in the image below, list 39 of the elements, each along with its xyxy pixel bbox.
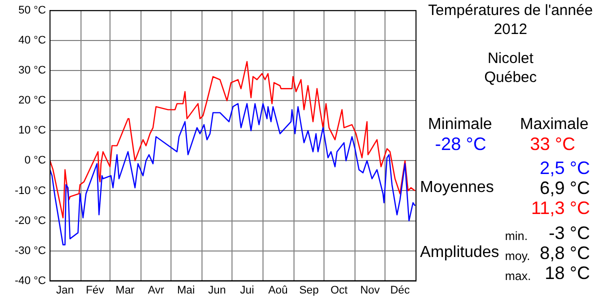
text: Nicolet Québec	[483, 49, 538, 87]
text: 6,9 °C	[540, 178, 590, 198]
x-tick-label: Sep	[299, 284, 319, 296]
text: min.	[505, 229, 528, 243]
x-tick-label: Avr	[148, 284, 164, 296]
y-tick-label: 20 °C	[18, 94, 46, 107]
text: moy.	[505, 249, 530, 263]
x-tick-label: Jui	[240, 284, 254, 296]
y-tick-label: 50 °C	[18, 4, 46, 17]
text: 18 °C	[544, 263, 590, 283]
y-tick-label: -40 °C	[14, 274, 46, 287]
x-tick-label: Nov	[360, 284, 380, 296]
x-tick-label: Aoû	[268, 284, 288, 296]
text: 2,5 °C	[540, 158, 590, 178]
text: 11,3 °C	[531, 198, 590, 218]
x-tick-label: Mai	[177, 284, 195, 296]
x-tick-label: Jan	[56, 284, 74, 296]
y-tick-label: 10 °C	[18, 124, 46, 137]
text: Températures de l'année 2012	[428, 1, 593, 39]
text: Moyennes	[420, 179, 494, 196]
text: max.	[505, 269, 532, 283]
text: -28 °C	[435, 134, 486, 154]
x-tick-label: Mar	[116, 284, 135, 296]
y-tick-label: 0 °C	[24, 154, 46, 167]
y-tick-label: 30 °C	[18, 64, 46, 77]
y-tick-label: -10 °C	[14, 184, 46, 197]
x-tick-label: Jun	[208, 284, 226, 296]
x-tick-label: Oct	[330, 284, 348, 296]
text: Maximale	[520, 116, 588, 133]
text: Amplitudes	[420, 244, 500, 261]
x-tick-label: Fév	[86, 284, 105, 296]
text: 33 °C	[530, 134, 576, 154]
y-tick-label: 40 °C	[18, 34, 46, 47]
text: -3 °C	[548, 223, 590, 243]
text: 8,8 °C	[540, 243, 590, 263]
x-tick-label: Déc	[390, 284, 410, 296]
y-tick-label: -20 °C	[14, 214, 46, 227]
y-tick-label: -30 °C	[14, 244, 46, 257]
text: Minimale	[428, 116, 492, 133]
